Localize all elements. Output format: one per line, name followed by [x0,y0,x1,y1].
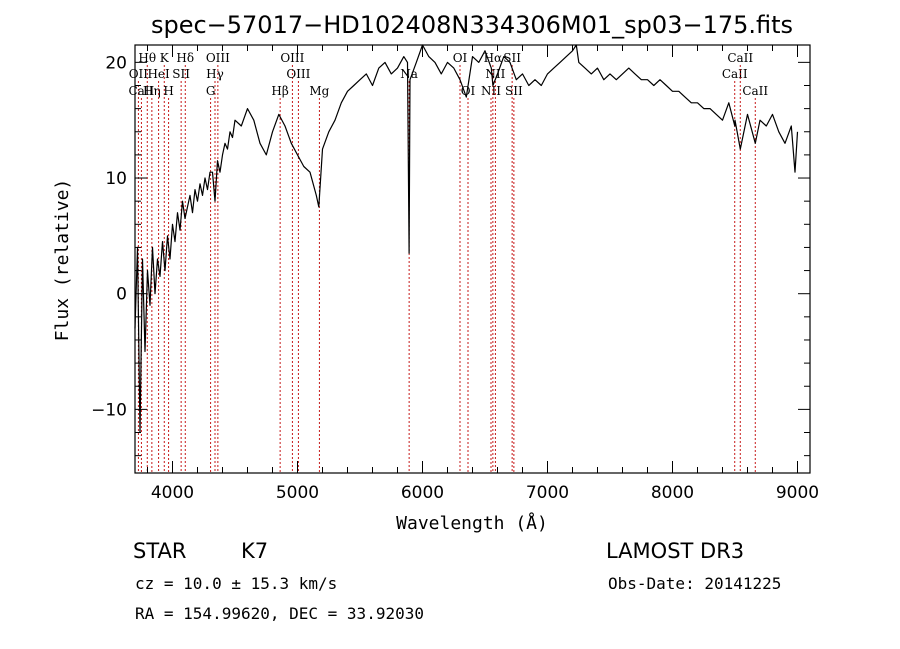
subclass: K7 [241,539,269,563]
line-label: CaII [742,84,768,98]
redshift-cz: cz = 10.0 ± 15.3 km/s [135,574,338,593]
line-label: SII [505,84,523,98]
axis-ticks [135,45,810,473]
line-label: SII [503,51,521,65]
line-label: OII [129,67,149,81]
y-tick-label: 10 [105,169,127,189]
line-markers: Hθ OII CaII Hη HeI K H SII Hδ OIII Hγ G Hβ OIII OIII Mg… [128,51,768,473]
line-label: H [163,84,173,98]
y-tick-label: 0 [116,285,127,305]
y-tick-label: 20 [105,53,127,73]
line-label: K [160,51,170,65]
line-label: NII [485,67,505,81]
x-axis-label: Wavelength (Å) [396,512,548,534]
x-tick-label: 7000 [526,483,569,503]
survey-name: LAMOST DR3 [606,539,745,563]
line-label: Hη [143,84,161,98]
line-label: Hα [484,51,503,65]
x-tick-label: 9000 [776,483,819,503]
y-tick-label: −10 [91,400,127,420]
line-label: SII [172,67,190,81]
x-tick-label: 5000 [276,483,319,503]
obs-date: Obs-Date: 20141225 [608,574,782,593]
spectrum-line [134,44,799,434]
y-axis-label: Flux (relative) [52,179,73,342]
line-label: OIII [206,51,230,65]
line-label: Na [400,67,418,81]
line-label: OI [453,51,468,65]
line-label: Mg [309,84,329,98]
tick-labels: 4000 5000 6000 7000 8000 9000 −10 0 10 20 [91,53,819,503]
line-label: OIII [280,51,304,65]
line-label: CaII [722,67,748,81]
line-label: G [206,84,216,98]
object-class: STAR [133,539,187,563]
x-tick-label: 6000 [401,483,444,503]
coordinates: RA = 154.99620, DEC = 33.92030 [135,604,424,623]
line-label: OIII [286,67,310,81]
line-label: Hθ [138,51,156,65]
line-label: NII [481,84,501,98]
line-label: CaII [727,51,753,65]
chart-title: spec−57017−HD102408N334306M01_sp03−175.f… [151,11,793,39]
line-label: Hδ [176,51,194,65]
line-label: OI [461,84,476,98]
line-label: Hβ [271,84,288,98]
x-tick-label: 4000 [151,483,194,503]
x-tick-label: 8000 [651,483,694,503]
line-label: HeI [147,67,170,81]
line-label: Hγ [206,67,224,81]
